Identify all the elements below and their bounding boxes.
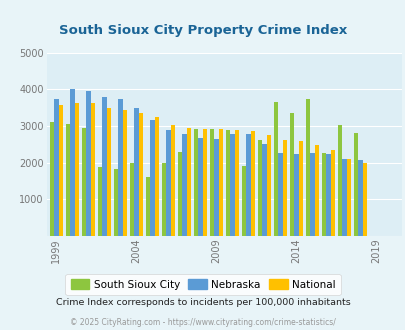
Bar: [58, 105, 63, 236]
Bar: [145, 177, 150, 236]
Bar: [177, 152, 181, 236]
Bar: [86, 91, 90, 236]
Bar: [218, 129, 222, 236]
Bar: [102, 97, 106, 236]
Bar: [213, 139, 218, 236]
Bar: [357, 160, 362, 236]
Bar: [298, 141, 302, 236]
Bar: [202, 129, 207, 236]
Bar: [337, 125, 341, 236]
Bar: [346, 159, 350, 236]
Bar: [325, 154, 330, 236]
Bar: [193, 129, 198, 236]
Bar: [186, 127, 191, 236]
Bar: [353, 133, 357, 236]
Bar: [181, 135, 186, 236]
Bar: [262, 144, 266, 236]
Bar: [75, 103, 79, 236]
Bar: [113, 169, 118, 236]
Bar: [362, 163, 366, 236]
Bar: [266, 135, 271, 236]
Bar: [150, 120, 154, 236]
Bar: [309, 153, 314, 236]
Text: South Sioux City Property Crime Index: South Sioux City Property Crime Index: [59, 24, 346, 37]
Bar: [97, 167, 102, 236]
Bar: [198, 138, 202, 236]
Bar: [118, 99, 122, 236]
Bar: [289, 113, 293, 236]
Bar: [341, 159, 346, 236]
Bar: [314, 145, 318, 236]
Bar: [273, 102, 277, 236]
Bar: [66, 124, 70, 236]
Bar: [209, 129, 213, 236]
Bar: [257, 140, 262, 236]
Bar: [230, 134, 234, 236]
Bar: [293, 153, 298, 236]
Legend: South Sioux City, Nebraska, National: South Sioux City, Nebraska, National: [65, 274, 340, 295]
Bar: [282, 140, 286, 236]
Bar: [81, 128, 86, 236]
Bar: [129, 163, 134, 236]
Bar: [250, 131, 254, 236]
Bar: [90, 103, 95, 236]
Bar: [106, 108, 111, 236]
Bar: [245, 134, 250, 236]
Text: Crime Index corresponds to incidents per 100,000 inhabitants: Crime Index corresponds to incidents per…: [55, 298, 350, 308]
Bar: [321, 153, 325, 236]
Bar: [330, 149, 334, 236]
Bar: [305, 99, 309, 236]
Bar: [241, 166, 245, 236]
Bar: [170, 125, 175, 236]
Bar: [277, 153, 282, 236]
Bar: [122, 110, 127, 236]
Bar: [49, 122, 54, 236]
Bar: [234, 130, 239, 236]
Bar: [225, 130, 230, 236]
Bar: [161, 163, 166, 236]
Bar: [138, 113, 143, 236]
Bar: [154, 117, 159, 236]
Bar: [54, 99, 58, 236]
Bar: [166, 130, 170, 236]
Bar: [70, 89, 75, 236]
Bar: [134, 108, 138, 236]
Text: © 2025 CityRating.com - https://www.cityrating.com/crime-statistics/: © 2025 CityRating.com - https://www.city…: [70, 318, 335, 327]
